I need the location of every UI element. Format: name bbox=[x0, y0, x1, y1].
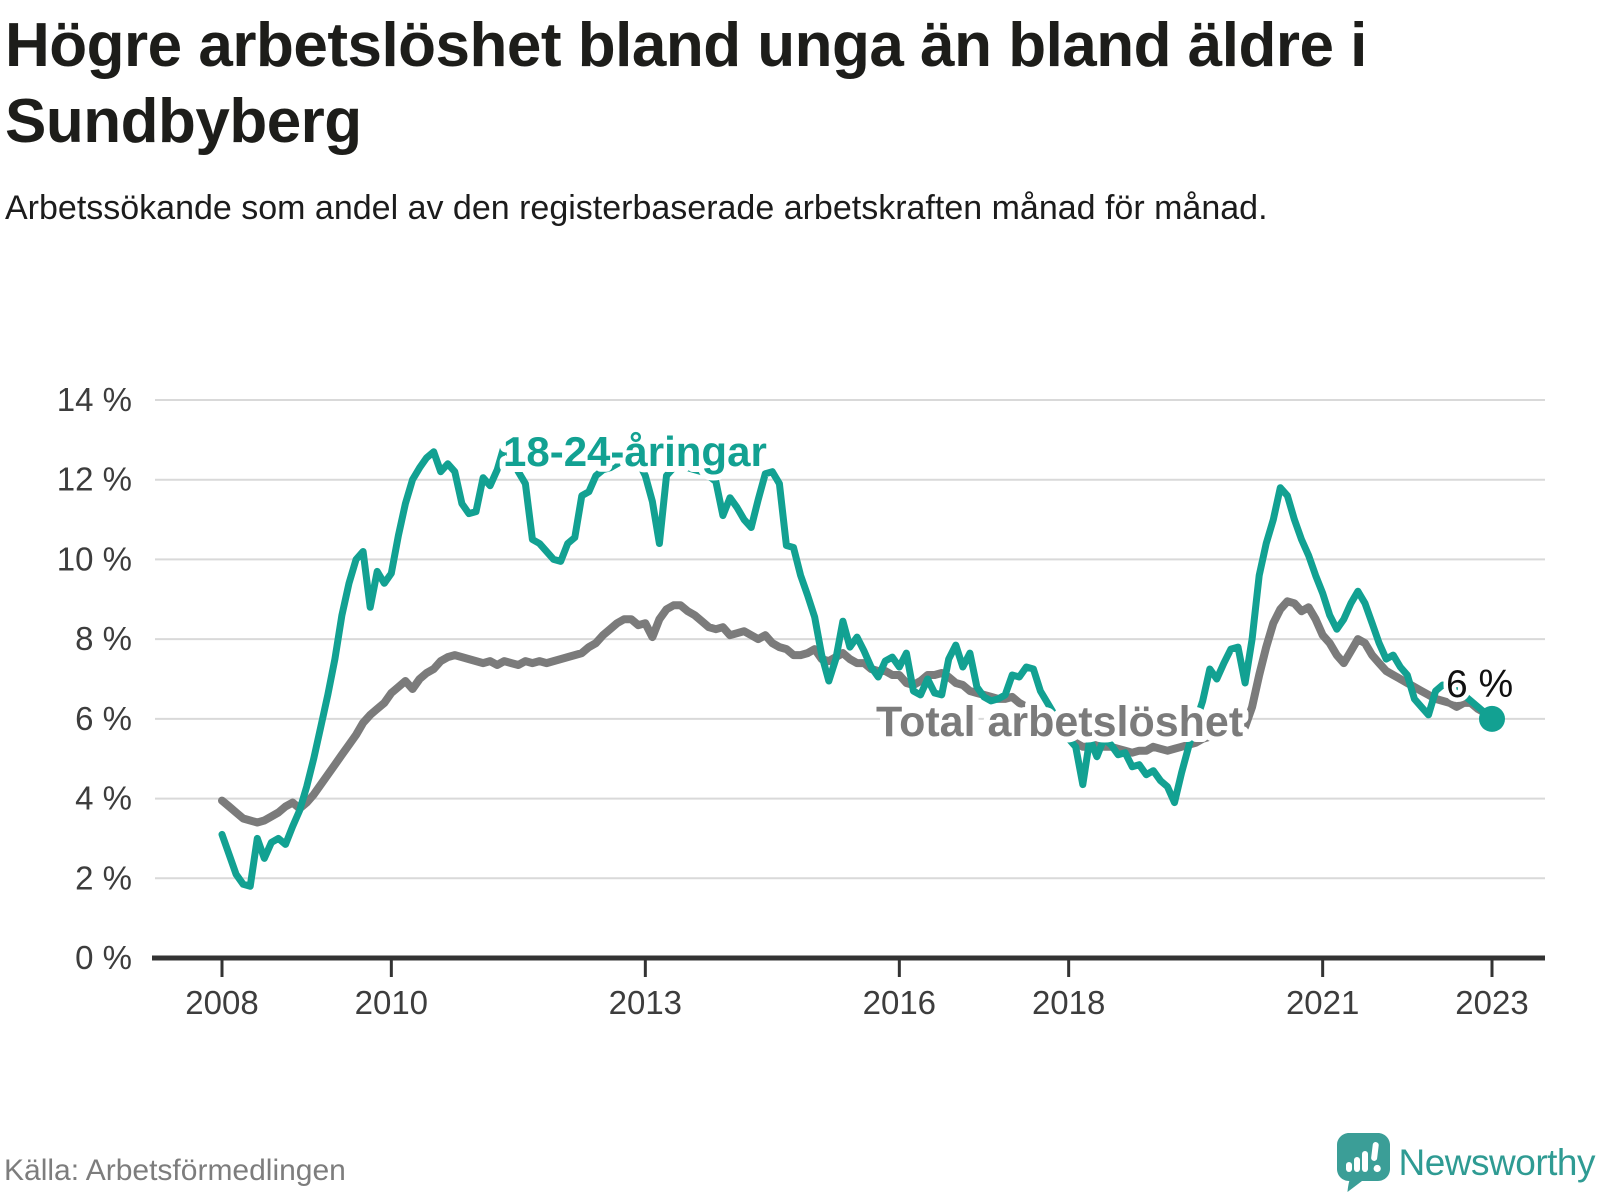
svg-text:2008: 2008 bbox=[185, 984, 258, 1021]
series-line-total-arbetsloshet bbox=[218, 597, 1496, 827]
series-label-total-arbetsloshet: Total arbetslöshet bbox=[876, 698, 1243, 746]
end-value-label: 6 % bbox=[1446, 663, 1513, 706]
chart-title: Högre arbetslöshet bland unga än bland ä… bbox=[5, 11, 1367, 156]
newsworthy-logo: Newsworthy bbox=[1336, 1133, 1596, 1192]
svg-text:2018: 2018 bbox=[1032, 984, 1105, 1021]
svg-text:2 %: 2 % bbox=[75, 859, 132, 896]
y-axis-labels: 0 % 2 % 4 % 6 % 8 % 10 % 12 % 14 % bbox=[57, 381, 132, 976]
series-end-dot bbox=[1479, 705, 1505, 732]
series-label-18-24-aringar: 18-24-åringar bbox=[503, 428, 767, 475]
svg-text:4 %: 4 % bbox=[75, 780, 132, 817]
newsworthy-logo-text: Newsworthy bbox=[1398, 1141, 1596, 1183]
svg-text:2021: 2021 bbox=[1286, 984, 1359, 1021]
x-axis-labels: 2008 2010 2013 2016 2018 2021 2023 bbox=[185, 984, 1528, 1021]
chart-subtitle: Arbetssökande som andel av den registerb… bbox=[5, 189, 1268, 227]
svg-text:2023: 2023 bbox=[1455, 984, 1528, 1021]
newsworthy-logo-icon bbox=[1336, 1133, 1390, 1192]
svg-text:14 %: 14 % bbox=[57, 381, 132, 418]
svg-text:2013: 2013 bbox=[609, 984, 682, 1021]
svg-text:10 %: 10 % bbox=[57, 540, 132, 577]
svg-text:8 %: 8 % bbox=[75, 620, 132, 657]
x-axis-ticks bbox=[220, 960, 1494, 977]
svg-text:2016: 2016 bbox=[863, 984, 936, 1021]
svg-text:12 %: 12 % bbox=[57, 461, 132, 498]
svg-text:2010: 2010 bbox=[355, 984, 428, 1021]
svg-text:6 %: 6 % bbox=[75, 700, 132, 737]
source-note: Källa: Arbetsförmedlingen bbox=[4, 1154, 346, 1187]
svg-text:0 %: 0 % bbox=[75, 939, 132, 976]
series-line-18-24-aringar bbox=[218, 442, 1496, 890]
